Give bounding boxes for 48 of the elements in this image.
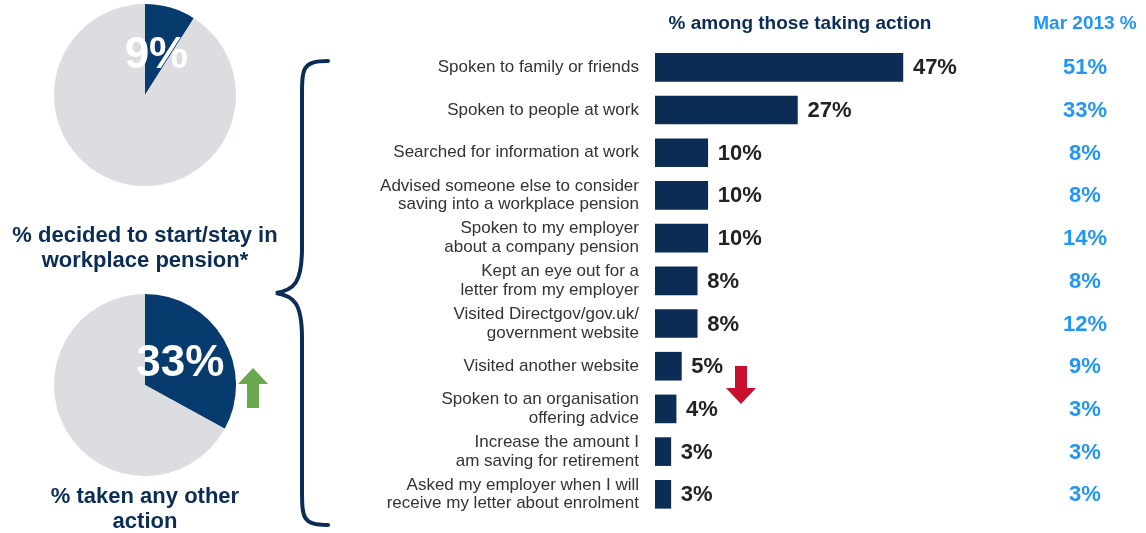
y-tick-label: Searched for information at work xyxy=(393,142,640,162)
text: 3% xyxy=(1069,438,1101,464)
y-tick-label: Spoken to family or friends xyxy=(437,57,639,77)
y-tick-label: Asked my employer when I will receive my letter about enrolment xyxy=(386,474,640,513)
data-label: 8% xyxy=(707,267,739,293)
data-label: 3% xyxy=(680,438,713,464)
bar xyxy=(655,394,677,424)
text: % decided to start/stay in workplace pension* xyxy=(11,222,279,272)
text: 8% xyxy=(1069,139,1101,165)
data-label: 10% xyxy=(717,182,762,208)
text: 3% xyxy=(1069,395,1101,421)
bar xyxy=(655,351,682,381)
data-label: 4% xyxy=(686,395,718,421)
bar xyxy=(655,266,698,296)
bar xyxy=(655,223,709,253)
y-tick-label: Advised someone else to consider saving into a workplace pension xyxy=(380,175,640,214)
bar xyxy=(655,95,798,125)
bar xyxy=(655,53,904,82)
text: 9% xyxy=(1069,353,1101,379)
y-tick-label: Kept an eye out for a letter from my employer xyxy=(460,261,640,299)
text: % taken any other action xyxy=(49,483,241,533)
data-label: 5% xyxy=(691,353,724,379)
y-tick-label: Increase the amount I am saving for retirement xyxy=(455,431,640,470)
data-label: 10% xyxy=(717,139,762,165)
data-label: 27% xyxy=(807,97,852,123)
data-label: 10% xyxy=(717,225,762,251)
bar xyxy=(655,479,672,509)
text: 8% xyxy=(1069,182,1101,208)
y-tick-label: Visited another website xyxy=(463,355,639,375)
y-tick-label: Spoken to people at work xyxy=(447,99,640,119)
text: 14% xyxy=(1062,225,1108,251)
bar xyxy=(655,437,672,466)
text: 12% xyxy=(1062,310,1108,336)
bar xyxy=(655,138,709,168)
data-label: 3% xyxy=(680,481,713,507)
text: 33% xyxy=(1062,97,1108,123)
y-tick-label: Spoken to an organisation offering advice xyxy=(441,389,639,427)
y-tick-label: Spoken to my employer about a company pension xyxy=(444,218,640,257)
data-label: 47% xyxy=(912,54,957,80)
y-tick-label: Visited Directgov/gov.uk/ government website xyxy=(453,303,640,342)
bar xyxy=(655,309,698,338)
text: 8% xyxy=(1069,267,1101,293)
text: 3% xyxy=(1069,481,1101,507)
chart-title: % among those taking action xyxy=(668,12,932,34)
text: 51% xyxy=(1062,54,1108,80)
bar xyxy=(655,181,709,210)
text: Mar 2013 % xyxy=(1033,12,1137,34)
data-label: 8% xyxy=(707,310,739,336)
